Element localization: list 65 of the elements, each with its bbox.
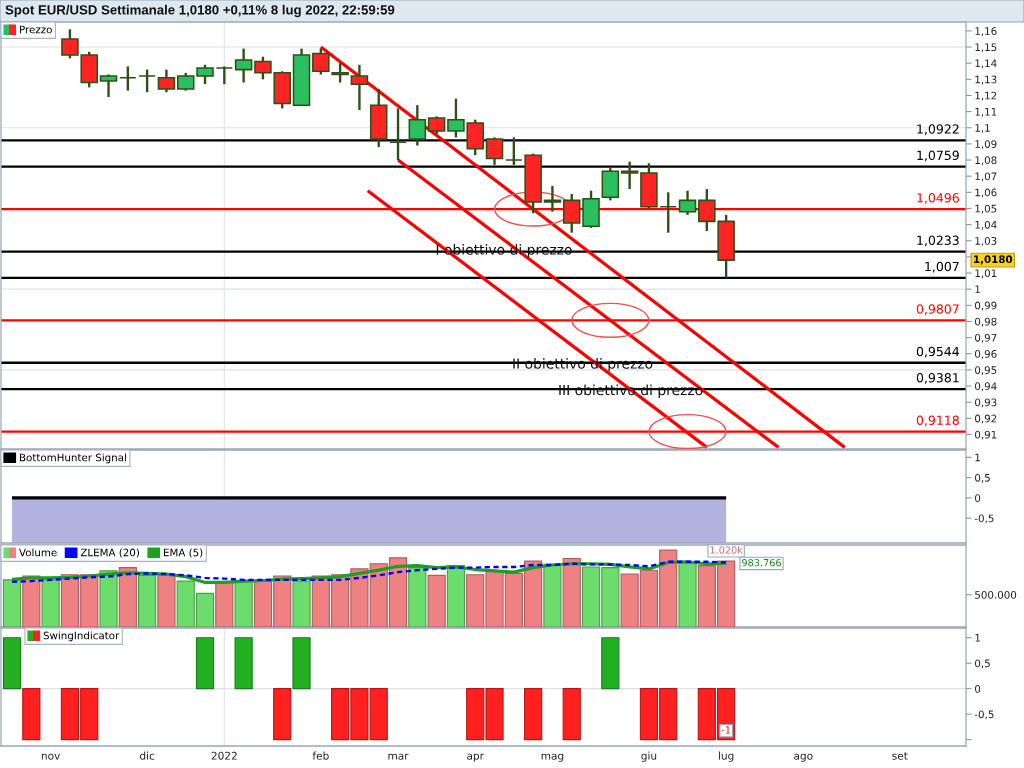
y-tick-label: 0 bbox=[975, 494, 981, 502]
y-tick-label: 1,11 bbox=[975, 108, 997, 117]
ref-line-label: 1,0759 bbox=[917, 150, 959, 162]
text: 1,0180 bbox=[974, 255, 1013, 265]
y-tick-label: -0,5 bbox=[974, 514, 994, 524]
y-tick-label: 1 bbox=[975, 453, 980, 462]
y-tick-label: 0,5 bbox=[975, 659, 990, 669]
y-tick-label: 1,16 bbox=[975, 27, 997, 36]
y-tick-label: 1,04 bbox=[975, 220, 997, 230]
y-tick-label: 1,15 bbox=[975, 43, 997, 53]
x-tick-label: mag bbox=[541, 753, 564, 762]
y-tick-label: 1,03 bbox=[975, 237, 997, 246]
y-tick-label: 1,08 bbox=[975, 156, 997, 166]
y-tick-label: 500.000 bbox=[975, 590, 1017, 599]
y-tick-label: 0,96 bbox=[975, 350, 997, 359]
ref-line-label: 0,9118 bbox=[916, 415, 959, 427]
y-tick-label: 1,12 bbox=[975, 91, 997, 101]
legend-label: EMA (5) bbox=[164, 548, 203, 558]
data-label: 983.766 bbox=[742, 558, 781, 567]
data-label: -1 bbox=[721, 726, 731, 734]
y-tick-label: 0,91 bbox=[975, 430, 997, 440]
y-tick-label: 1 bbox=[975, 634, 980, 642]
data-label: 1.020k bbox=[710, 546, 743, 554]
legend-label: Prezzo bbox=[19, 25, 52, 34]
x-tick-label: feb bbox=[312, 751, 329, 760]
y-tick-label: 1,07 bbox=[975, 172, 997, 182]
y-tick-label: 1,05 bbox=[975, 204, 997, 214]
y-tick-label: 1,13 bbox=[975, 75, 997, 85]
ref-line-label: 1,0496 bbox=[917, 193, 959, 204]
x-tick-label: mar bbox=[388, 753, 409, 760]
y-tick-label: 0,93 bbox=[975, 398, 997, 408]
ref-line-label: 0,9544 bbox=[916, 346, 960, 358]
y-tick-label: 0,92 bbox=[975, 414, 997, 424]
y-tick-label: 0,98 bbox=[975, 317, 997, 327]
y-tick-label: 0,95 bbox=[975, 366, 997, 375]
ref-line-label: 1,007 bbox=[925, 261, 959, 273]
legend-label: BottomHunter Signal bbox=[19, 453, 126, 464]
y-tick-label: -0,5 bbox=[974, 710, 994, 720]
y-tick-label: 1,09 bbox=[975, 140, 997, 149]
x-tick-label: dic bbox=[139, 751, 155, 760]
y-tick-label: 1,1 bbox=[975, 124, 990, 133]
ref-line-label: 1,0233 bbox=[917, 235, 959, 247]
ref-line-label: 0,9381 bbox=[916, 373, 959, 384]
y-tick-label: 1,06 bbox=[975, 188, 997, 198]
x-tick-label: giu bbox=[641, 751, 657, 762]
legend-label: Volume bbox=[19, 548, 57, 557]
y-tick-label: 1,01 bbox=[975, 269, 997, 279]
chart-title: Spot EUR/USD Settimanale 1,0180 +0,11% 8 lug 2022, 22:59:59 bbox=[5, 4, 395, 18]
y-tick-label: 1,14 bbox=[975, 59, 997, 69]
y-tick-label: 0,99 bbox=[975, 301, 997, 311]
y-tick-label: 0,97 bbox=[975, 333, 997, 343]
x-tick-label: nov bbox=[41, 753, 61, 760]
x-tick-label: apr bbox=[467, 753, 484, 762]
y-tick-label: 1 bbox=[975, 285, 980, 294]
x-tick-label: lug bbox=[718, 751, 734, 762]
legend-label: SwingIndicator bbox=[43, 631, 120, 642]
y-tick-label: 0 bbox=[975, 684, 981, 693]
y-tick-label: 0,94 bbox=[975, 382, 997, 392]
ref-line-label: 0,9807 bbox=[916, 304, 959, 316]
legend-label: ZLEMA (20) bbox=[80, 548, 139, 558]
y-tick-label: 0,5 bbox=[975, 473, 990, 483]
x-tick-label: set bbox=[892, 752, 908, 760]
x-tick-label: 2022 bbox=[211, 751, 237, 760]
ref-line-label: 1,0922 bbox=[917, 124, 959, 136]
x-tick-label: ago bbox=[794, 753, 813, 762]
